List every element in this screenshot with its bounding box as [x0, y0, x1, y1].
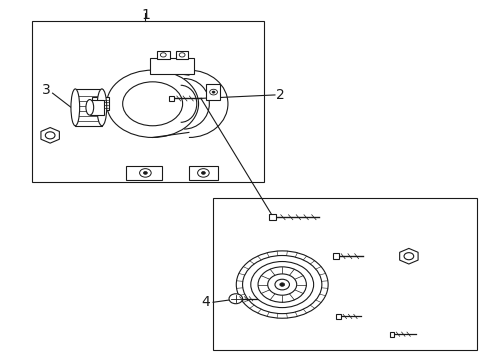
Bar — [268, 215, 275, 220]
Circle shape — [45, 132, 55, 139]
Circle shape — [279, 283, 284, 286]
Ellipse shape — [86, 100, 94, 115]
Circle shape — [122, 82, 182, 126]
Bar — [150, 58, 193, 74]
Bar — [75, 89, 102, 126]
Text: 2: 2 — [275, 88, 284, 102]
Bar — [90, 100, 104, 115]
Ellipse shape — [97, 89, 106, 126]
Text: 4: 4 — [201, 295, 210, 309]
Circle shape — [106, 70, 198, 138]
Bar — [92, 98, 109, 110]
Circle shape — [197, 168, 209, 177]
Circle shape — [143, 171, 147, 174]
Bar — [32, 21, 264, 182]
Text: 3: 3 — [42, 82, 51, 96]
Bar — [389, 332, 393, 337]
Bar — [126, 166, 162, 180]
Text: 1: 1 — [141, 8, 149, 22]
Bar — [176, 51, 187, 59]
Circle shape — [201, 171, 205, 174]
Bar — [168, 96, 174, 101]
Circle shape — [212, 91, 215, 93]
Circle shape — [274, 279, 289, 290]
Circle shape — [403, 253, 413, 260]
Bar — [213, 198, 476, 350]
Bar — [157, 51, 169, 59]
Circle shape — [236, 251, 327, 318]
Circle shape — [258, 267, 306, 302]
Circle shape — [250, 261, 313, 307]
Bar — [332, 253, 338, 259]
Circle shape — [179, 53, 184, 57]
Circle shape — [267, 274, 296, 295]
Bar — [336, 314, 341, 319]
Circle shape — [209, 89, 217, 95]
Circle shape — [160, 53, 166, 57]
Bar — [205, 84, 220, 100]
Circle shape — [228, 294, 242, 304]
Circle shape — [139, 168, 151, 177]
Ellipse shape — [71, 89, 80, 126]
Bar — [188, 166, 218, 180]
